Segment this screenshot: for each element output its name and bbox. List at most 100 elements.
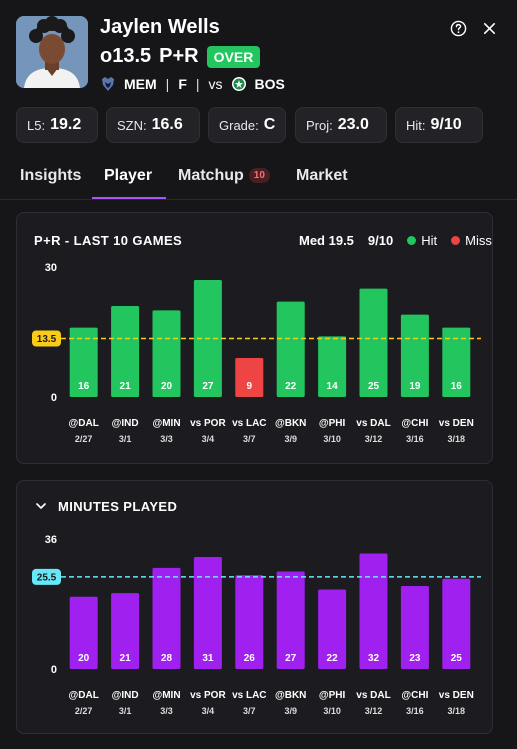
threshold-badge <box>32 330 61 347</box>
bar <box>152 310 181 397</box>
stat-season: SZN: 16.6 <box>106 107 200 143</box>
tabs-divider <box>0 199 517 200</box>
matchup-count-badge: 10 <box>248 168 270 183</box>
bar <box>318 589 347 669</box>
x-category-label: @IND <box>112 690 139 701</box>
tab-player[interactable]: Player <box>104 167 153 184</box>
bar <box>442 327 471 397</box>
tab-label: Matchup <box>178 167 244 184</box>
chevron-down-icon[interactable] <box>35 500 47 512</box>
prop-line-row: o13.5 P+R OVER <box>100 45 261 68</box>
active-tab-indicator <box>92 197 166 199</box>
miss-dot-icon <box>451 236 461 245</box>
bar-value-label: 16 <box>451 381 463 392</box>
bar <box>400 314 429 397</box>
bar-value-label: 32 <box>368 653 380 664</box>
y-tick-label: 36 <box>45 534 57 546</box>
x-category-label: vs LAC <box>232 418 266 429</box>
threshold-label: 13.5 <box>37 334 57 345</box>
stat-hit-rate: Hit: 9/10 <box>395 107 483 143</box>
stat-label: L5: <box>27 117 46 133</box>
stat-value: 23.0 <box>337 116 369 133</box>
x-date-label: 3/10 <box>323 706 341 716</box>
help-icon[interactable] <box>450 20 467 37</box>
x-category-label: vs DAL <box>356 418 390 429</box>
close-icon[interactable] <box>481 20 498 37</box>
x-date-label: 3/7 <box>243 706 256 716</box>
bar <box>111 306 140 397</box>
x-date-label: 3/12 <box>365 706 383 716</box>
hit-rate-label: 9/10 <box>367 233 394 248</box>
stat-l5: L5: 19.2 <box>16 107 98 143</box>
threshold-badge <box>32 568 61 585</box>
hit-dot-icon <box>407 236 417 245</box>
bar <box>235 575 264 669</box>
prop-market: P+R <box>159 45 199 67</box>
y-tick-label: 0 <box>51 392 57 404</box>
x-category-label: @DAL <box>69 418 99 429</box>
bar-value-label: 14 <box>327 381 339 392</box>
median-label: Med 19.5 <box>299 233 354 248</box>
bar <box>359 553 388 669</box>
bar-value-label: 25 <box>368 381 380 392</box>
separator: | <box>195 76 200 92</box>
x-date-label: 3/1 <box>119 434 132 444</box>
team-abbr: MEM <box>124 76 157 92</box>
minutes-chart-card: MINUTES PLAYED 36 0 20 @DAL 2/27 21 @IND 3/1 28 @… <box>16 480 493 734</box>
stat-label: SZN: <box>117 117 147 133</box>
tab-matchup[interactable]: Matchup 10 <box>178 167 270 185</box>
bar <box>276 571 305 669</box>
bar <box>359 288 388 397</box>
x-category-label: @BKN <box>275 690 306 701</box>
bar-value-label: 21 <box>120 381 132 392</box>
grizzlies-logo-icon <box>102 77 114 91</box>
y-tick-label: 0 <box>51 664 57 676</box>
x-date-label: 3/9 <box>284 706 297 716</box>
vs-label: vs <box>208 76 223 92</box>
x-category-label: @MIN <box>152 690 180 701</box>
pr-chart-card: P+R - LAST 10 GAMES Med 19.5 9/10 Hit Mi… <box>16 212 493 464</box>
x-category-label: @PHI <box>319 690 346 701</box>
bar-value-label: 20 <box>161 381 173 392</box>
bar <box>318 336 347 397</box>
x-category-label: @BKN <box>275 418 306 429</box>
y-tick-label: 30 <box>45 262 57 274</box>
minutes-chart-title: MINUTES PLAYED <box>58 499 178 514</box>
bar <box>400 585 429 669</box>
tab-insights[interactable]: Insights <box>20 167 82 184</box>
x-date-label: 3/4 <box>202 434 215 444</box>
x-category-label: vs DAL <box>356 690 390 701</box>
bar-value-label: 20 <box>78 653 90 664</box>
stat-value: 9/10 <box>430 116 462 133</box>
x-date-label: 3/12 <box>365 434 383 444</box>
x-category-label: vs POR <box>190 690 226 701</box>
celtics-logo-icon <box>231 77 246 91</box>
x-date-label: 2/27 <box>75 434 93 444</box>
pr-chart-title: P+R - LAST 10 GAMES <box>34 233 183 248</box>
minutes-bar-chart: 36 0 20 @DAL 2/27 21 @IND 3/1 28 @MIN 3/3 31 vs POR 3… <box>32 534 481 716</box>
x-date-label: 3/3 <box>160 434 173 444</box>
x-category-label: vs DEN <box>439 690 474 701</box>
bar-value-label: 22 <box>327 653 339 664</box>
threshold-label: 25.5 <box>37 572 57 583</box>
player-headshot-icon <box>16 16 88 88</box>
x-date-label: 3/18 <box>448 434 466 444</box>
bar <box>111 593 140 669</box>
bar-value-label: 21 <box>120 653 132 664</box>
bar-value-label: 22 <box>285 381 297 392</box>
bar-value-label: 27 <box>202 381 214 392</box>
x-date-label: 3/3 <box>160 706 173 716</box>
bar <box>193 557 222 669</box>
bar-value-label: 23 <box>409 653 421 664</box>
bar <box>442 578 471 669</box>
stat-label: Hit: <box>406 117 426 133</box>
tab-market[interactable]: Market <box>296 167 348 184</box>
x-date-label: 3/1 <box>119 706 132 716</box>
bar-value-label: 26 <box>244 653 256 664</box>
x-date-label: 3/18 <box>448 706 466 716</box>
pr-chart-legend: Med 19.5 9/10 Hit Miss <box>299 233 492 248</box>
bar <box>276 301 305 397</box>
x-category-label: vs LAC <box>232 690 266 701</box>
bar-value-label: 28 <box>161 653 173 664</box>
bar-value-label: 31 <box>202 653 214 664</box>
